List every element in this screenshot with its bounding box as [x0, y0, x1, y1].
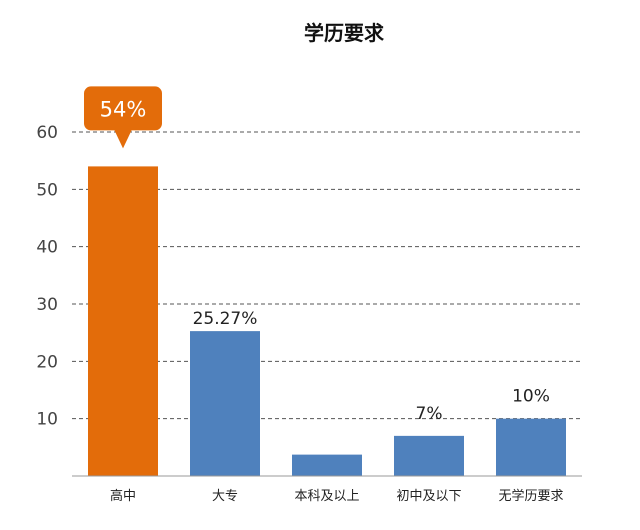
y-tick-label: 60 [36, 123, 58, 143]
data-labels: 54% 25.27% 7% 10% [84, 86, 550, 424]
data-label: 10% [512, 387, 550, 407]
y-tick-label: 40 [36, 238, 58, 258]
bar-5 [496, 418, 566, 476]
callout-box [84, 86, 162, 131]
bars [88, 166, 566, 476]
y-axis: 10 20 30 40 50 60 [36, 123, 58, 430]
y-tick-label: 50 [36, 180, 58, 200]
x-tick-label: 无学历要求 [498, 488, 563, 504]
x-tick-label: 大专 [212, 489, 238, 504]
callout-pointer [114, 129, 132, 149]
data-label: 7% [416, 404, 443, 424]
bar-4 [394, 435, 464, 476]
y-tick-label: 10 [36, 410, 58, 430]
x-tick-label: 高中 [110, 488, 136, 504]
y-tick-label: 20 [36, 352, 58, 372]
x-tick-label: 初中及以下 [396, 489, 461, 504]
data-label: 25.27% [193, 309, 258, 329]
bar-3 [292, 454, 362, 476]
bar-2 [190, 331, 260, 476]
bar-1 [88, 166, 158, 476]
x-axis: 高中 大专 本科及以上 初中及以下 无学历要求 [72, 475, 582, 504]
x-tick-label: 本科及以上 [294, 489, 359, 504]
chart-title: 学历要求 [304, 21, 385, 45]
y-tick-label: 30 [36, 295, 58, 315]
data-label: 54% [100, 97, 147, 121]
